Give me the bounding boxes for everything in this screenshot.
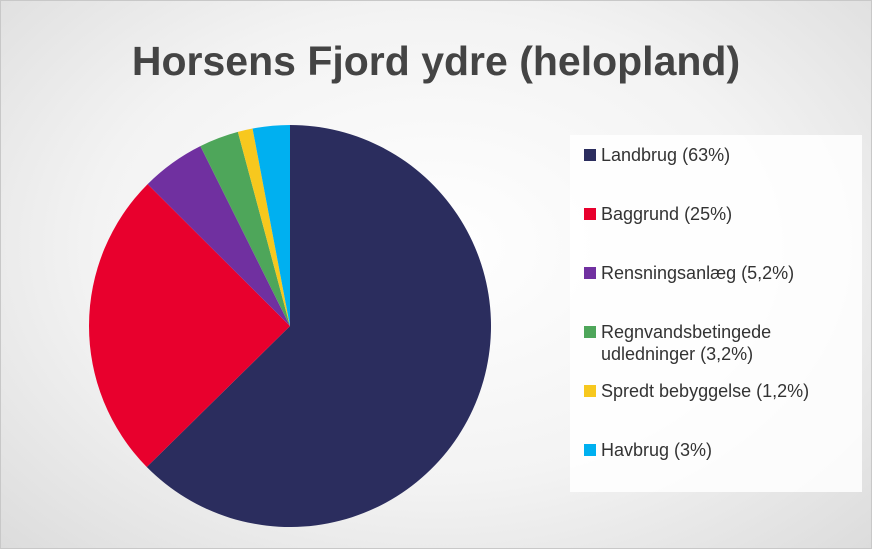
pie-slice (252, 125, 290, 326)
pie-slice (147, 146, 290, 326)
legend-swatch (584, 208, 596, 220)
legend-label: Havbrug (3%) (601, 440, 713, 460)
legend-swatch (584, 444, 596, 456)
legend-item: Landbrug (63%) (584, 144, 849, 166)
legend-item: Havbrug (3%) (584, 439, 849, 461)
pie-slice (237, 128, 290, 326)
legend-swatch (584, 385, 596, 397)
legend-label: Rensningsanlæg (5,2%) (601, 263, 795, 283)
chart-title: Horsens Fjord ydre (helopland) (131, 38, 741, 84)
legend-label: Spredt bebyggelse (1,2%) (601, 381, 810, 401)
legend-swatch (584, 149, 596, 161)
legend-item: Rensningsanlæg (5,2%) (584, 262, 849, 284)
pie-slice (146, 125, 492, 527)
legend-item: Baggrund (25%) (584, 203, 849, 225)
legend-swatch (584, 267, 596, 279)
pie-slice (200, 131, 290, 326)
legend-label: Landbrug (63%) (601, 145, 731, 165)
legend-label: Baggrund (25%) (601, 204, 733, 224)
legend-label: Regnvandsbetingede udledninger (3,2%) (601, 322, 772, 364)
pie-slice (89, 184, 291, 468)
legend: Landbrug (63%) Baggrund (25%) Rensningsanl… (570, 135, 862, 492)
legend-item: Regnvandsbetingede udledninger (3,2%) (584, 321, 849, 365)
legend-swatch (584, 326, 596, 338)
legend-item: Spredt bebyggelse (1,2%) (584, 380, 849, 402)
